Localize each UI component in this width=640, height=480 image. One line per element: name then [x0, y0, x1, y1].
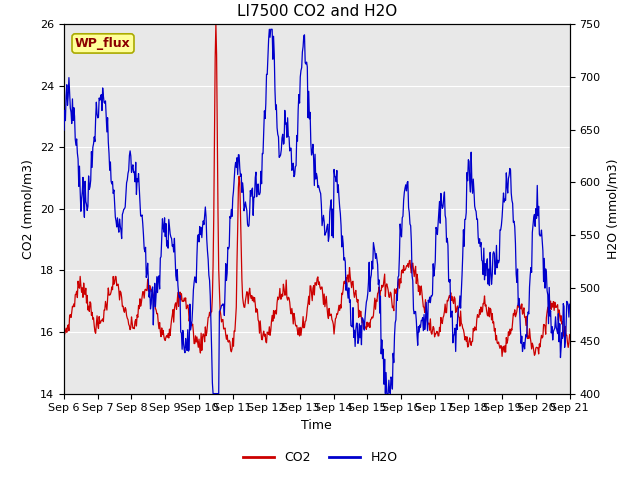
- Text: WP_flux: WP_flux: [75, 37, 131, 50]
- Legend: CO2, H2O: CO2, H2O: [237, 446, 403, 469]
- X-axis label: Time: Time: [301, 419, 332, 432]
- Y-axis label: H2O (mmol/m3): H2O (mmol/m3): [606, 158, 619, 259]
- Y-axis label: CO2 (mmol/m3): CO2 (mmol/m3): [22, 159, 35, 259]
- Title: LI7500 CO2 and H2O: LI7500 CO2 and H2O: [237, 4, 397, 19]
